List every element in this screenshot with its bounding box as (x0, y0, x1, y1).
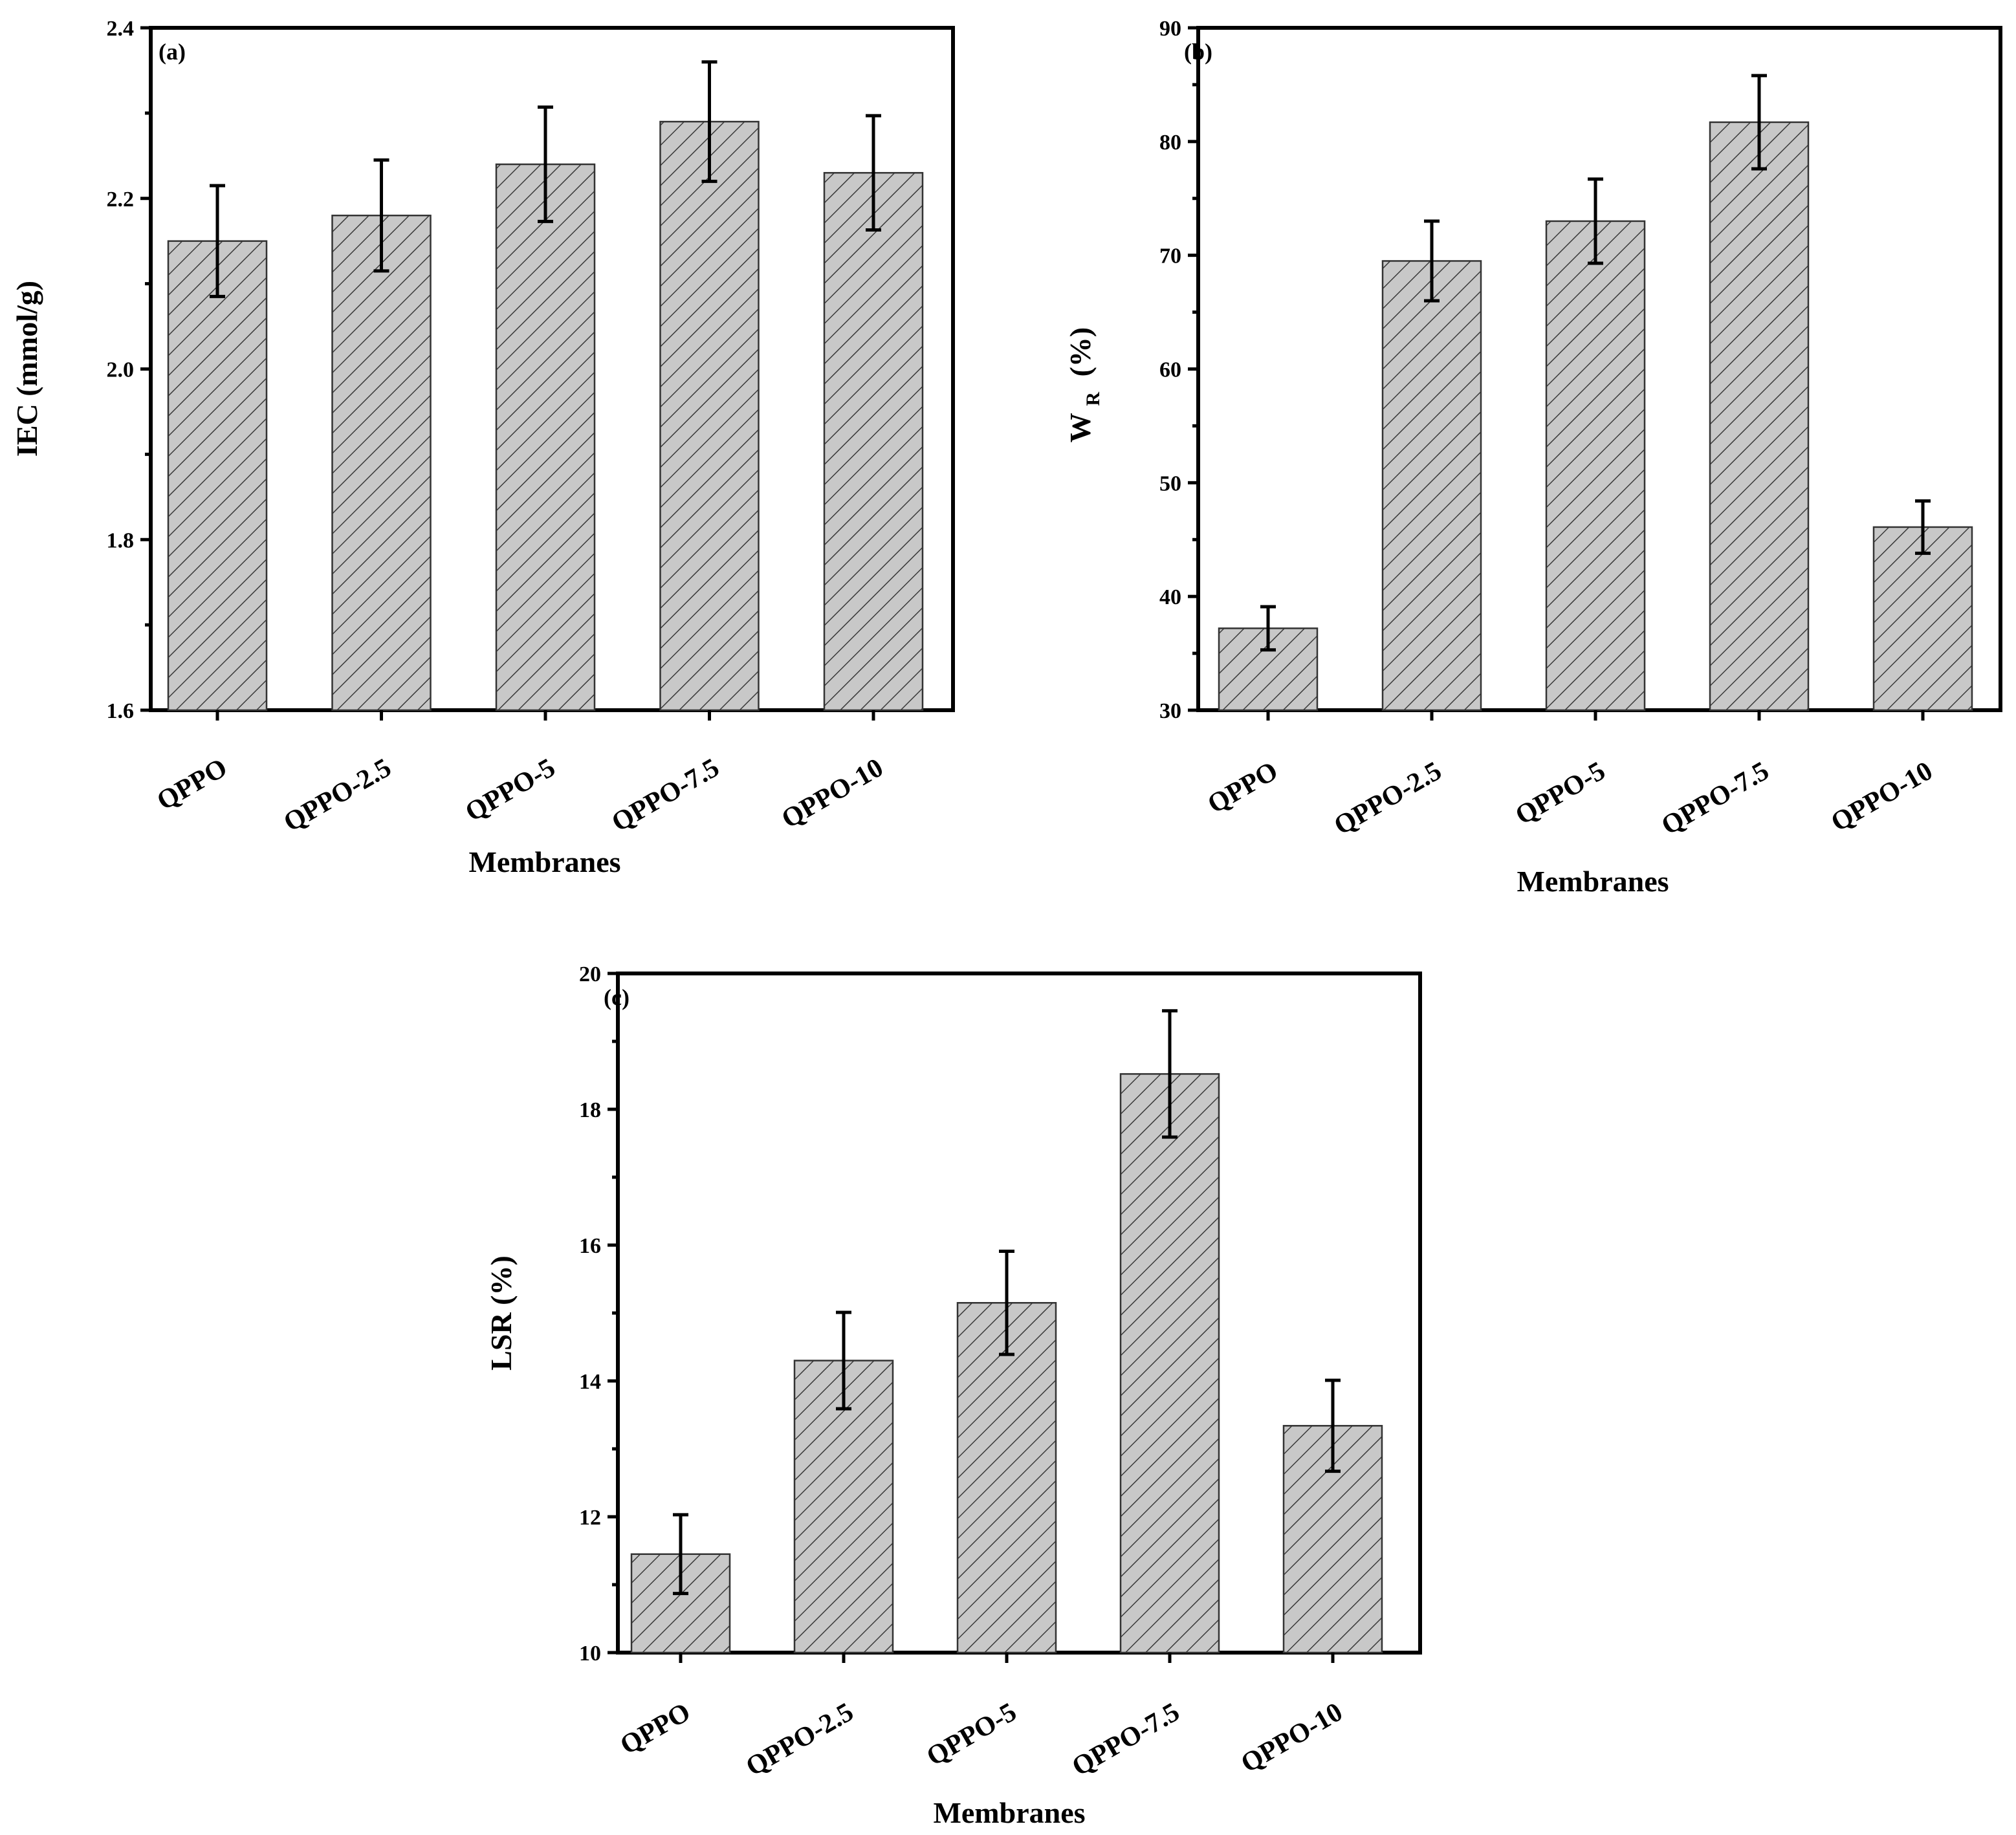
y-tick-label: 2.2 (107, 188, 135, 212)
x-tick-label: QPPO-7.5 (607, 753, 725, 838)
x-tick-label: QPPO-2.5 (279, 753, 397, 838)
error-bar (1915, 499, 1931, 555)
y-axis-title: IEC (mmol/g) (10, 281, 43, 457)
chart-panel-b: 30 40 50 60 70 80 90 QPPO QPPO-2.5 QPPO-5 QPPO-7.… (1064, 17, 2002, 898)
bar (1119, 1073, 1220, 1654)
x-tick-label: QPPO-7.5 (1067, 1697, 1185, 1782)
panel-label: (b) (1184, 39, 1212, 65)
bar (659, 120, 760, 711)
x-tick-label: QPPO (152, 753, 232, 816)
error-bar (866, 114, 881, 232)
error-bar (538, 105, 553, 223)
x-axis-ticks: QPPO QPPO-2.5 QPPO-5 QPPO-7.5 QPPO-10 (152, 710, 888, 838)
x-tick-label: QPPO-2.5 (741, 1697, 859, 1782)
error-bar (1260, 605, 1276, 652)
y-axis-title: LSR (%) (485, 1255, 518, 1371)
bar (495, 163, 596, 711)
y-axis-title: W R (%) (1064, 327, 1106, 442)
error-bar (836, 1310, 851, 1411)
y-axis-ticks: 1.6 1.8 2.0 2.2 2.4 (107, 17, 151, 723)
x-axis-title: Membranes (1517, 865, 1669, 898)
y-tick-label: 60 (1159, 358, 1181, 382)
x-tick-label: QPPO-5 (461, 753, 560, 828)
y-axis-ticks: 10 12 14 16 18 20 (579, 962, 618, 1666)
x-axis-title: Membranes (933, 1796, 1085, 1829)
x-tick-label: QPPO (1203, 756, 1283, 820)
x-tick-label: QPPO (615, 1697, 696, 1761)
y-tick-label: 40 (1159, 585, 1181, 609)
error-bar (1162, 1009, 1178, 1139)
y-axis-title-main: W (1064, 413, 1097, 442)
y-tick-label: 70 (1159, 244, 1181, 268)
x-tick-label: QPPO-10 (1826, 756, 1938, 838)
y-tick-label: 14 (579, 1370, 601, 1394)
chart-panel-a: 1.6 1.8 2.0 2.2 2.4 QPPO QPPO-2.5 QPPO-5 QPPO-7… (10, 17, 955, 878)
bar (1709, 121, 1810, 711)
bar-series (630, 1073, 1383, 1654)
error-bar-series (210, 60, 881, 298)
error-bar (1751, 74, 1767, 171)
error-bar (1588, 177, 1603, 265)
error-bar (373, 158, 389, 273)
error-bar (1424, 219, 1440, 303)
y-axis-title-subscript: R (1082, 392, 1104, 406)
error-bar-series (1260, 74, 1931, 652)
x-tick-label: QPPO-5 (1511, 756, 1610, 831)
y-tick-label: 10 (579, 1642, 601, 1666)
bar (167, 240, 268, 711)
y-tick-label: 30 (1159, 699, 1181, 723)
y-tick-label: 50 (1159, 472, 1181, 495)
y-tick-label: 1.6 (107, 699, 135, 723)
x-tick-label: QPPO-10 (776, 753, 888, 834)
bar (1545, 220, 1646, 711)
x-axis-ticks: QPPO QPPO-2.5 QPPO-5 QPPO-7.5 QPPO-10 (615, 1653, 1348, 1782)
y-axis-ticks: 30 40 50 60 70 80 90 (1159, 17, 1198, 723)
x-axis-title: Membranes (468, 845, 620, 878)
panel-label: (a) (159, 39, 186, 65)
y-tick-label: 12 (579, 1506, 601, 1530)
error-bar (673, 1513, 688, 1596)
error-bar-series (673, 1009, 1341, 1596)
x-tick-label: QPPO-7.5 (1656, 756, 1774, 841)
y-tick-label: 2.0 (107, 358, 135, 382)
panel-label: (c) (604, 984, 630, 1010)
y-axis-title-unit: (%) (1064, 327, 1097, 377)
bar (823, 171, 924, 711)
y-tick-label: 1.8 (107, 528, 135, 552)
bar (956, 1302, 1057, 1654)
y-tick-label: 20 (579, 962, 601, 986)
y-tick-label: 2.4 (107, 17, 135, 41)
x-axis-ticks: QPPO QPPO-2.5 QPPO-5 QPPO-7.5 QPPO-10 (1203, 710, 1938, 841)
x-tick-label: QPPO-2.5 (1329, 756, 1447, 841)
error-bar (1325, 1378, 1341, 1473)
error-bar (999, 1249, 1014, 1356)
y-tick-label: 90 (1159, 17, 1181, 41)
y-tick-label: 16 (579, 1234, 601, 1258)
x-tick-label: QPPO-5 (922, 1697, 1022, 1772)
error-bar (210, 184, 225, 298)
y-tick-label: 18 (579, 1098, 601, 1122)
x-tick-label: QPPO-10 (1236, 1697, 1348, 1779)
error-bar (701, 60, 718, 183)
y-tick-label: 80 (1159, 131, 1181, 155)
bar (331, 214, 432, 711)
bar (1381, 260, 1482, 711)
